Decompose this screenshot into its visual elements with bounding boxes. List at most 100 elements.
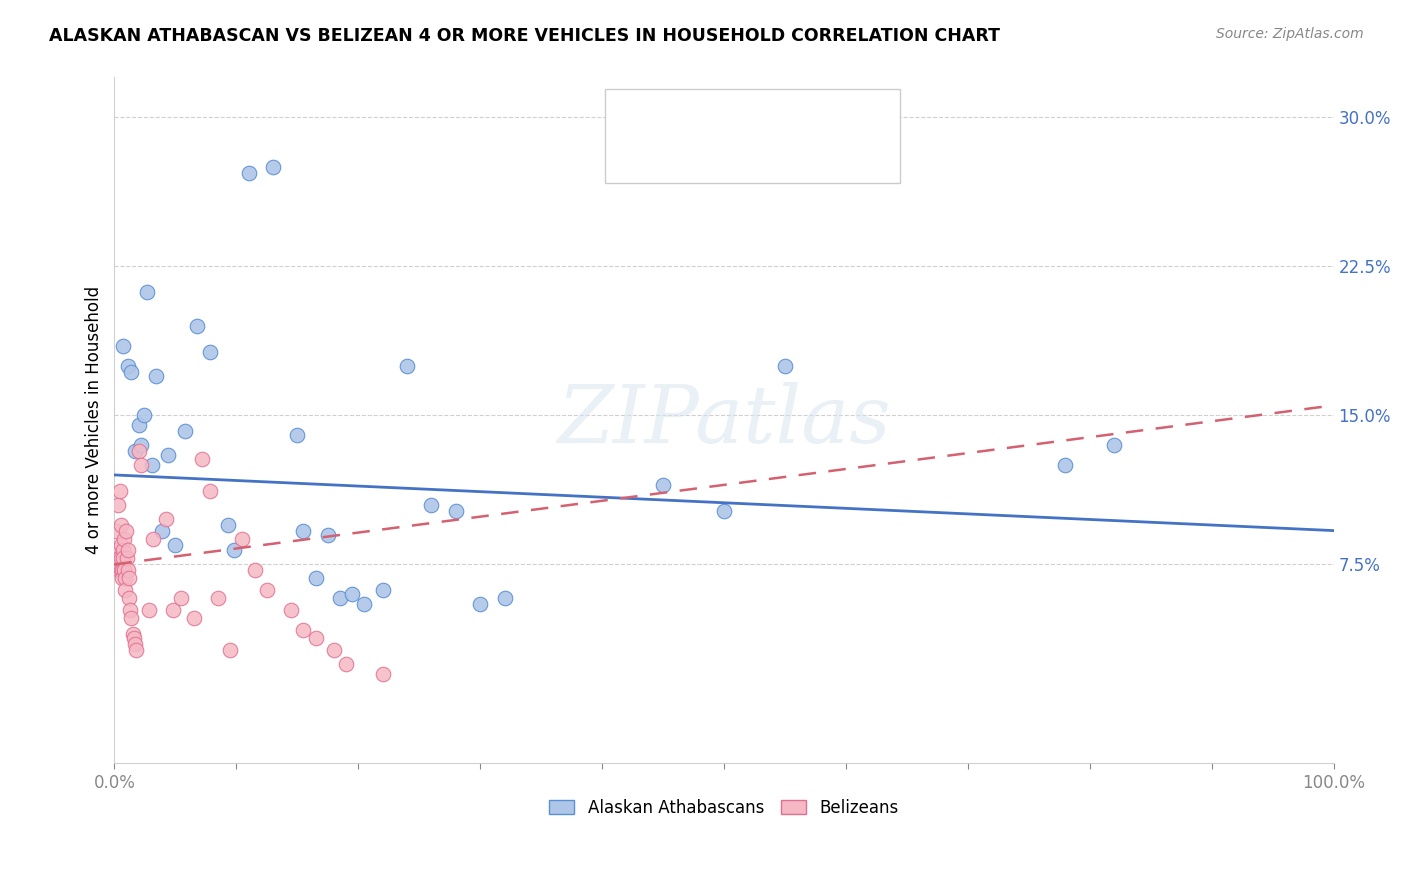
Point xyxy=(111,571,134,585)
Point xyxy=(353,597,375,611)
Point xyxy=(322,643,344,657)
Point xyxy=(713,504,735,518)
Point xyxy=(170,591,193,606)
Legend: Alaskan Athabascans, Belizeans: Alaskan Athabascans, Belizeans xyxy=(543,792,905,823)
Point xyxy=(183,611,205,625)
Point xyxy=(120,603,142,617)
Point xyxy=(138,603,160,617)
Point xyxy=(121,627,143,641)
Point xyxy=(110,517,132,532)
Point xyxy=(115,551,138,566)
Point xyxy=(108,551,131,566)
Text: N = 38: N = 38 xyxy=(775,107,837,125)
Point xyxy=(285,428,308,442)
Text: R =: R = xyxy=(665,107,702,125)
Point xyxy=(112,563,135,577)
Point xyxy=(198,344,221,359)
Point xyxy=(128,418,150,433)
Text: ALASKAN ATHABASCAN VS BELIZEAN 4 OR MORE VEHICLES IN HOUSEHOLD CORRELATION CHART: ALASKAN ATHABASCAN VS BELIZEAN 4 OR MORE… xyxy=(49,27,1000,45)
Point xyxy=(124,637,146,651)
Point xyxy=(110,537,132,551)
Point xyxy=(105,524,128,538)
Point xyxy=(292,623,315,637)
Point xyxy=(121,611,143,625)
Point xyxy=(243,563,266,577)
Point xyxy=(468,597,491,611)
Point xyxy=(219,643,242,657)
Point xyxy=(191,452,214,467)
Point xyxy=(111,563,134,577)
Point xyxy=(231,532,253,546)
Point xyxy=(652,478,675,492)
Point xyxy=(105,551,128,566)
Point xyxy=(108,483,131,498)
Point xyxy=(141,458,163,472)
Point xyxy=(444,504,467,518)
Point xyxy=(111,339,134,353)
Point xyxy=(186,318,208,333)
Point xyxy=(111,543,134,558)
Text: N = 53: N = 53 xyxy=(775,145,837,163)
Point xyxy=(1102,438,1125,452)
Point xyxy=(1054,458,1077,472)
Point xyxy=(117,563,139,577)
Point xyxy=(107,498,129,512)
Point xyxy=(107,543,129,558)
Point xyxy=(107,563,129,577)
Point xyxy=(115,524,138,538)
Point xyxy=(114,583,136,598)
Point xyxy=(125,643,148,657)
Point xyxy=(262,160,284,174)
Point xyxy=(340,587,363,601)
Point xyxy=(304,631,326,645)
Point xyxy=(121,365,143,379)
Point xyxy=(129,438,152,452)
Point xyxy=(335,657,357,671)
Point xyxy=(371,666,394,681)
Point xyxy=(117,543,139,558)
Point xyxy=(280,603,302,617)
Point xyxy=(150,524,173,538)
Point xyxy=(222,543,245,558)
Point xyxy=(198,483,221,498)
Point xyxy=(292,524,315,538)
Point xyxy=(773,359,796,373)
Point xyxy=(118,591,141,606)
Point xyxy=(110,563,132,577)
Point xyxy=(371,583,394,598)
Point xyxy=(129,458,152,472)
Point xyxy=(111,551,134,566)
Text: -0.138: -0.138 xyxy=(707,107,766,125)
Point xyxy=(155,511,177,525)
Point xyxy=(238,166,260,180)
Point xyxy=(395,359,418,373)
Text: Source: ZipAtlas.com: Source: ZipAtlas.com xyxy=(1216,27,1364,41)
Point xyxy=(128,444,150,458)
Point xyxy=(207,591,229,606)
Point xyxy=(174,424,197,438)
Point xyxy=(112,563,135,577)
Y-axis label: 4 or more Vehicles in Household: 4 or more Vehicles in Household xyxy=(86,286,103,554)
Point xyxy=(142,532,165,546)
Text: R =: R = xyxy=(665,145,702,163)
Point xyxy=(420,498,443,512)
Point xyxy=(114,571,136,585)
Point xyxy=(145,368,167,383)
Point xyxy=(316,527,339,541)
Point xyxy=(132,409,155,423)
Point xyxy=(217,517,239,532)
Point xyxy=(112,532,135,546)
Text: 0.102: 0.102 xyxy=(707,145,759,163)
Point xyxy=(494,591,516,606)
Point xyxy=(122,631,145,645)
Point xyxy=(165,537,187,551)
Point xyxy=(118,571,141,585)
Point xyxy=(304,571,326,585)
Point xyxy=(256,583,278,598)
Point xyxy=(157,448,180,462)
Point xyxy=(117,359,139,373)
Point xyxy=(110,551,132,566)
Point xyxy=(162,603,184,617)
Point xyxy=(124,444,146,458)
Text: ZIPatlas: ZIPatlas xyxy=(557,382,891,459)
